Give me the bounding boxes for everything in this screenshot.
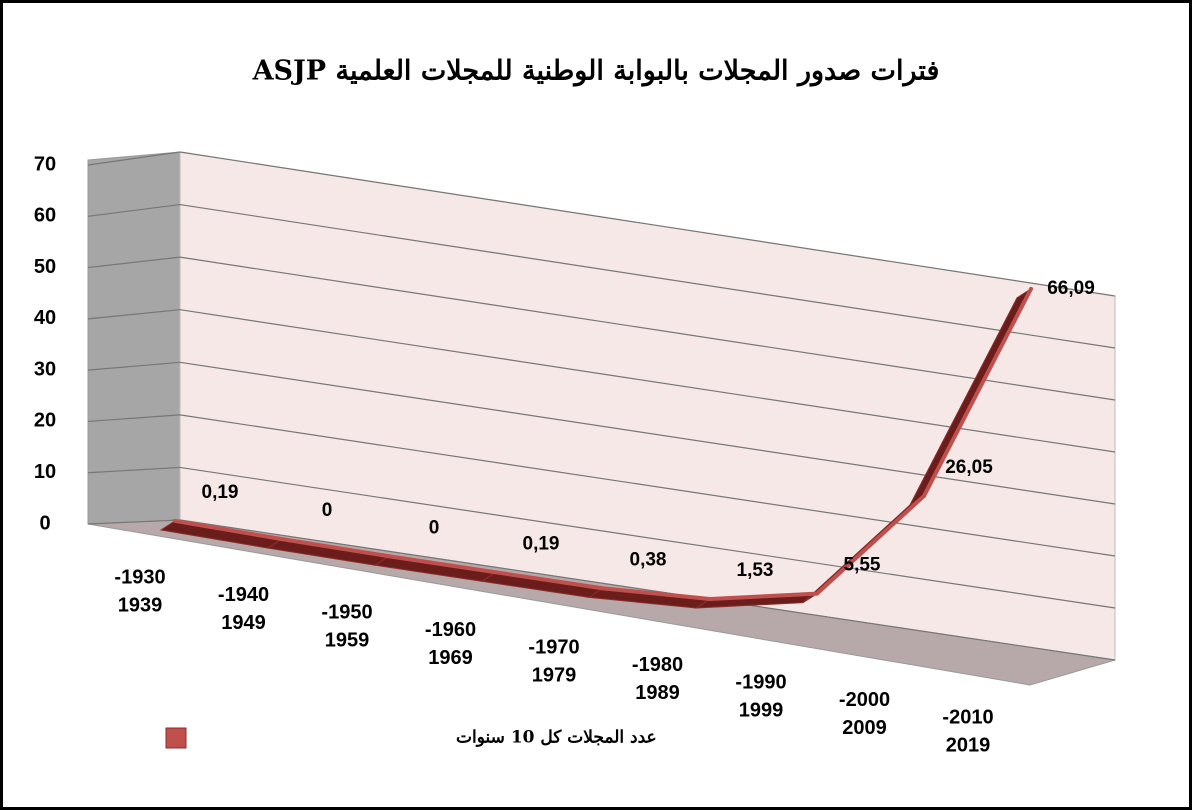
grid-line <box>179 361 1116 505</box>
x-tick-label: -1950 <box>321 601 372 623</box>
grid-line <box>179 203 1116 349</box>
point <box>173 518 177 523</box>
grid-line <box>87 151 181 166</box>
y-tick-label: 20 <box>34 410 56 432</box>
x-tick-label: 1979 <box>532 664 577 686</box>
x-tick-label: -1990 <box>735 671 786 693</box>
point <box>922 493 926 498</box>
point <box>387 554 391 559</box>
grid-line <box>87 414 181 423</box>
grid-line <box>179 466 1116 609</box>
grid-line <box>179 256 1116 401</box>
x-tick-label: -1970 <box>528 636 579 658</box>
x-tick-label: -1930 <box>114 566 165 588</box>
x-tick-label: 1969 <box>428 647 473 669</box>
x-tick-label: -1980 <box>632 654 683 676</box>
y-tick-label: 30 <box>34 358 56 380</box>
grid-line <box>87 256 181 269</box>
x-tick-label: 2009 <box>842 717 887 739</box>
point <box>708 597 712 602</box>
grid-line <box>87 466 181 474</box>
x-tick-label: 1949 <box>221 612 266 634</box>
data-label: 26,05 <box>945 457 993 478</box>
chart-title: فترات صدور المجلات بالبوابة الوطنية للمج… <box>252 56 940 88</box>
point <box>280 537 284 542</box>
x-tick-label: 2019 <box>946 734 991 756</box>
y-tick-label: 40 <box>34 307 56 329</box>
point <box>494 570 498 575</box>
grid-line <box>87 203 181 217</box>
data-label: 0,19 <box>202 482 239 503</box>
data-label: 0 <box>429 517 440 538</box>
data-label: 66,09 <box>1047 278 1095 299</box>
y-tick-label: 50 <box>34 256 56 278</box>
legend-swatch <box>165 727 187 749</box>
data-label: 0,19 <box>523 533 560 554</box>
point <box>601 586 605 591</box>
grid-line <box>179 519 1116 661</box>
grid-line <box>179 414 1116 557</box>
grid-line <box>87 361 181 371</box>
x-tick-label: -2000 <box>839 689 890 711</box>
data-label: 0,38 <box>630 549 667 570</box>
grid-line <box>87 519 181 525</box>
x-tick-label: 1989 <box>635 682 680 704</box>
x-tick-label: 1959 <box>325 629 370 651</box>
x-tick-label: -1960 <box>425 619 476 641</box>
x-tick-label: -1940 <box>218 584 269 606</box>
x-tick-label: 1999 <box>739 699 784 721</box>
legend-label: عدد المجلات كل 10 سنوات <box>456 728 657 748</box>
y-tick-label: 10 <box>34 461 56 483</box>
data-label: 1,53 <box>737 560 774 581</box>
x-tick-label: -2010 <box>942 706 993 728</box>
data-label: 0 <box>322 500 333 521</box>
point <box>815 591 819 596</box>
grid-line <box>87 309 181 320</box>
grid-line <box>179 151 1116 297</box>
y-tick-label: 0 <box>39 512 50 534</box>
point <box>1029 286 1033 291</box>
y-tick-label: 70 <box>34 153 56 175</box>
y-tick-label: 60 <box>34 205 56 227</box>
x-tick-label: 1939 <box>118 594 163 616</box>
data-label: 5,55 <box>844 555 881 576</box>
